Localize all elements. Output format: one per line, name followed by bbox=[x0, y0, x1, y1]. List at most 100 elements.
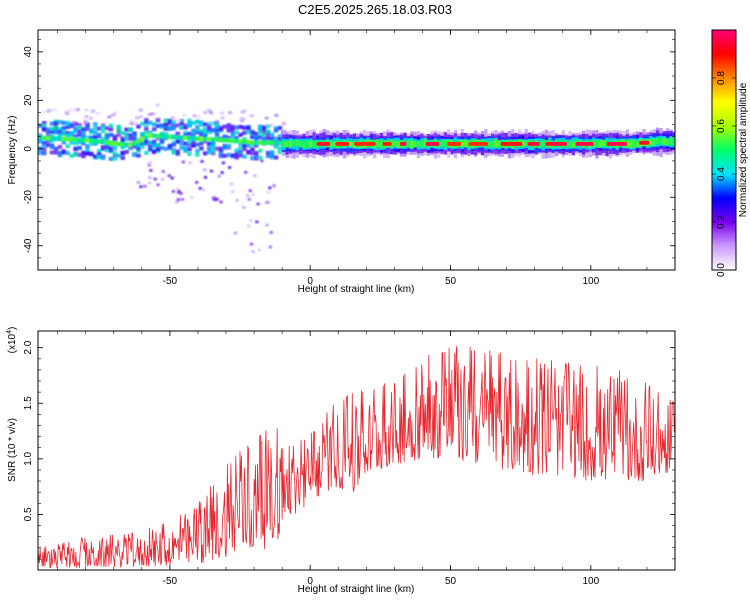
spectral-cell bbox=[238, 124, 243, 129]
spectral-cell bbox=[183, 141, 188, 146]
spectral-cell bbox=[382, 142, 392, 146]
spectral-cell bbox=[49, 136, 54, 141]
spectral-cell bbox=[423, 139, 427, 147]
spectral-cell bbox=[156, 183, 160, 187]
x-tick-label: 50 bbox=[445, 576, 457, 587]
spectral-cell bbox=[136, 143, 141, 148]
spectral-cell bbox=[156, 117, 161, 121]
spectral-cell bbox=[261, 140, 266, 146]
snr-background bbox=[38, 331, 675, 570]
spectral-cell bbox=[463, 140, 468, 147]
spectral-cell bbox=[246, 130, 251, 135]
spectral-cell bbox=[666, 139, 670, 146]
spectrogram-heatmap bbox=[38, 103, 675, 254]
spectral-cell bbox=[144, 130, 149, 135]
spectral-cell bbox=[171, 142, 177, 147]
spectral-cell bbox=[116, 153, 122, 158]
spectral-cell bbox=[220, 111, 225, 115]
spectral-cell bbox=[265, 129, 271, 134]
snr-y-ticks: 0.5 1.0 1.5 2.0 bbox=[23, 340, 675, 560]
spectral-cell bbox=[65, 151, 71, 156]
x-tick-label: -50 bbox=[163, 276, 178, 287]
spectral-cell bbox=[108, 123, 114, 128]
spectral-cell bbox=[61, 131, 67, 136]
spectral-cell bbox=[65, 112, 70, 116]
spectral-cell bbox=[242, 154, 247, 159]
spectral-cell bbox=[268, 186, 272, 190]
spectral-cell bbox=[104, 134, 110, 139]
spectral-cell bbox=[234, 125, 239, 130]
spectral-cell bbox=[112, 146, 118, 151]
spectral-cell bbox=[521, 140, 525, 148]
spectral-cell bbox=[460, 139, 464, 148]
spectral-cell bbox=[100, 139, 105, 145]
spectral-cell bbox=[230, 153, 236, 158]
spectral-cell bbox=[179, 141, 184, 146]
spectral-cell bbox=[468, 142, 489, 146]
spectral-cell bbox=[38, 123, 43, 128]
spectral-cell bbox=[116, 124, 122, 129]
spectrogram-panel: -50 0 50 100 -40 -20 0 20 40 Height of straight… bbox=[7, 29, 676, 295]
spectral-cell bbox=[140, 132, 145, 137]
spectral-cell bbox=[206, 137, 211, 142]
spectral-cell bbox=[124, 137, 129, 142]
spectral-cell bbox=[89, 141, 94, 146]
spectral-cell bbox=[269, 155, 275, 160]
spectral-cell bbox=[41, 121, 47, 126]
spectral-cell bbox=[65, 144, 71, 149]
spectral-cell bbox=[187, 147, 192, 152]
spectral-cell bbox=[221, 161, 226, 165]
spectral-cell bbox=[203, 122, 208, 127]
spectral-cell bbox=[349, 141, 353, 148]
spectral-cell bbox=[151, 139, 157, 144]
spectral-cell bbox=[167, 144, 173, 149]
spectral-cell bbox=[108, 140, 113, 146]
spectral-cell bbox=[49, 129, 55, 134]
spectral-cell bbox=[399, 142, 407, 146]
x-tick-label: 0 bbox=[307, 276, 313, 287]
spectral-cell bbox=[203, 151, 208, 156]
spectral-cell bbox=[53, 130, 59, 135]
spectral-cell bbox=[83, 119, 88, 123]
spectral-cell bbox=[329, 141, 333, 149]
x-tick-label: 100 bbox=[582, 576, 599, 587]
spectral-cell bbox=[77, 152, 82, 157]
spectral-cell bbox=[73, 141, 78, 146]
spectral-cell bbox=[254, 134, 259, 139]
spectral-cell bbox=[91, 109, 96, 113]
spectral-cell bbox=[316, 142, 331, 146]
spectral-cell bbox=[249, 114, 254, 118]
spectral-cell bbox=[104, 126, 110, 131]
spectral-cell bbox=[233, 231, 238, 235]
spectral-cell bbox=[52, 108, 57, 112]
spectral-cell bbox=[277, 146, 283, 151]
spectral-cell bbox=[571, 141, 576, 148]
spectral-cell bbox=[148, 120, 153, 125]
spectral-cell bbox=[171, 189, 176, 193]
spectral-cell bbox=[61, 125, 67, 130]
spectral-cell bbox=[208, 120, 213, 124]
spectral-cell bbox=[85, 126, 90, 131]
spectral-cell bbox=[420, 140, 424, 149]
spectral-cell bbox=[246, 125, 251, 130]
spectral-cell bbox=[258, 155, 263, 160]
spectral-cell bbox=[413, 141, 417, 148]
spectral-cell bbox=[67, 109, 72, 113]
spectral-cell bbox=[200, 159, 204, 163]
spectral-cell bbox=[393, 140, 397, 147]
spectral-cell bbox=[312, 140, 316, 149]
spectral-cell bbox=[254, 143, 259, 148]
spectral-cell bbox=[243, 170, 248, 174]
spectral-cell bbox=[180, 197, 185, 201]
spectral-cell bbox=[210, 137, 215, 142]
snr-frame bbox=[37, 330, 676, 571]
snr-x-ticks: -50 0 50 100 bbox=[57, 331, 676, 587]
colorbar-ticks: 0.0 0.2 0.4 0.6 0.8 bbox=[712, 71, 736, 277]
spectral-cell bbox=[108, 132, 114, 137]
spectral-cell bbox=[269, 136, 275, 141]
spectral-cell bbox=[524, 139, 528, 147]
spectral-cell bbox=[269, 140, 274, 146]
spectral-cell bbox=[49, 150, 55, 155]
colorbar-tick-label: 0.2 bbox=[716, 215, 727, 229]
spectral-cell bbox=[129, 122, 134, 126]
